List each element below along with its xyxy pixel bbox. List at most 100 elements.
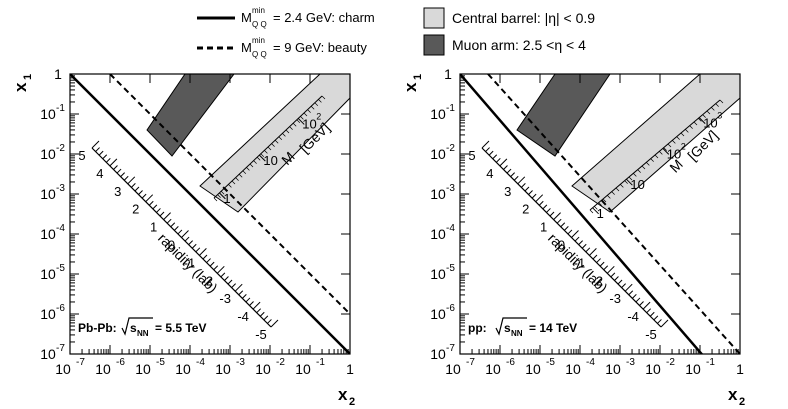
rapidity-minor-tick xyxy=(167,219,171,223)
x-tick-label: 10 xyxy=(525,361,541,377)
rapidity-major-tick xyxy=(500,159,507,166)
y-tick-label: 10 xyxy=(40,346,56,362)
panel-pb-pb: 10 -7 10 -6 10 -5 10 -4 10 -3 10 -2 10 -1 110 -710 -610-… xyxy=(11,66,355,408)
rapidity-tick-label: -4 xyxy=(237,309,249,324)
panel-pp: 10 -7 10 -6 10 -5 10 -4 10 -3 10 -2 10 -1 110 -710 -610-… xyxy=(401,66,745,408)
rapidity-minor-tick xyxy=(174,226,178,230)
rapidity-minor-tick xyxy=(539,201,543,205)
rapidity-minor-tick xyxy=(496,158,500,162)
rapidity-minor-tick xyxy=(149,201,153,205)
rapidity-tick-label: 1 xyxy=(150,220,157,235)
y-tick-label: 10 xyxy=(430,226,446,242)
rapidity-tick-label: -4 xyxy=(627,309,639,324)
rapidity-minor-tick xyxy=(568,230,572,234)
y-tick-label: 10 xyxy=(430,346,446,362)
y-axis-title-sub: 1 xyxy=(412,74,424,80)
rapidity-minor-tick xyxy=(260,312,264,316)
rapidity-minor-tick xyxy=(117,169,121,173)
x-tick-label: 10 xyxy=(55,361,71,377)
y-tick-exponent: -1 xyxy=(446,103,455,114)
rapidity-minor-tick xyxy=(232,284,236,288)
y-tick-exponent: -4 xyxy=(446,223,455,234)
rapidity-minor-tick xyxy=(543,205,547,209)
rapidity-minor-tick xyxy=(489,151,493,155)
energy-label: = 14 TeV xyxy=(529,321,577,335)
rapidity-major-tick xyxy=(643,302,650,309)
rapidity-minor-tick xyxy=(196,248,200,252)
rapidity-minor-tick xyxy=(210,262,214,266)
legend-charm-sup: min xyxy=(252,6,265,15)
y-tick-label: 10 xyxy=(40,226,56,242)
rapidity-tick-label: -5 xyxy=(255,327,267,342)
x-tick-exponent: -3 xyxy=(236,357,245,368)
rapidity-major-tick xyxy=(572,231,579,238)
rapidity-minor-tick xyxy=(189,241,193,245)
rapidity-minor-tick xyxy=(185,237,189,241)
x-tick-exponent: -5 xyxy=(156,357,165,368)
rapidity-minor-tick xyxy=(135,187,139,191)
mass-minor-tick xyxy=(590,210,593,213)
y-tick-exponent: -5 xyxy=(446,263,455,274)
rapidity-minor-tick xyxy=(207,259,211,263)
rapidity-minor-tick xyxy=(521,183,525,187)
rapidity-minor-tick xyxy=(614,276,618,280)
y-tick-exponent: -3 xyxy=(446,183,455,194)
x-tick-label: 10 xyxy=(255,361,271,377)
rapidity-major-tick xyxy=(110,159,117,166)
y-axis-title-sub: 1 xyxy=(22,74,34,80)
rapidity-minor-tick xyxy=(575,237,579,241)
y-tick-label: 10 xyxy=(40,146,56,162)
rapidity-minor-tick xyxy=(96,148,100,152)
muon-arm-band xyxy=(517,74,610,156)
x-tick-exponent: -1 xyxy=(316,357,325,368)
rapidity-major-tick xyxy=(199,248,206,255)
x-tick-label: 10 xyxy=(685,361,701,377)
x-tick-label: 1 xyxy=(346,361,354,377)
rapidity-minor-tick xyxy=(586,248,590,252)
x-tick-exponent: -7 xyxy=(76,357,85,368)
y-tick-label: 10 xyxy=(430,266,446,282)
y-tick-exponent: -5 xyxy=(56,263,65,274)
rapidity-tick-label: 4 xyxy=(96,166,103,181)
legend-beauty-sub: Q Q xyxy=(252,50,267,59)
rapidity-minor-tick xyxy=(153,205,157,209)
rapidity-minor-tick xyxy=(582,244,586,248)
rapidity-minor-tick xyxy=(246,298,250,302)
rapidity-minor-tick xyxy=(557,219,561,223)
rapidity-minor-tick xyxy=(579,241,583,245)
rapidity-tick-label: 1 xyxy=(540,220,547,235)
rapidity-major-tick xyxy=(482,141,489,148)
x-tick-exponent: -2 xyxy=(666,357,675,368)
rapidity-major-tick xyxy=(164,213,171,220)
rapidity-major-tick xyxy=(271,320,278,327)
rapidity-minor-tick xyxy=(103,155,107,159)
x-tick-exponent: -4 xyxy=(586,357,595,368)
x-tick-label: 10 xyxy=(445,361,461,377)
y-tick-label: 10 xyxy=(430,146,446,162)
rapidity-major-tick xyxy=(146,195,153,202)
rapidity-minor-tick xyxy=(178,230,182,234)
system-label: Pb-Pb: xyxy=(78,321,117,335)
rapidity-minor-tick xyxy=(514,176,518,180)
x-tick-exponent: -3 xyxy=(626,357,635,368)
mass-tick-exponent: 3 xyxy=(717,111,722,121)
rapidity-minor-tick xyxy=(264,316,268,320)
rapidity-minor-tick xyxy=(139,191,143,195)
x-axis-title-sub: 2 xyxy=(739,396,745,408)
energy-sub: NN xyxy=(511,329,523,338)
y-tick-exponent: -4 xyxy=(56,223,65,234)
x-tick-label: 10 xyxy=(135,361,151,377)
rapidity-minor-tick xyxy=(239,291,243,295)
x-tick-exponent: -2 xyxy=(276,357,285,368)
x-tick-label: 10 xyxy=(645,361,661,377)
rapidity-minor-tick xyxy=(242,294,246,298)
rapidity-tick-label: 5 xyxy=(78,148,85,163)
y-axis-title: x xyxy=(11,82,30,92)
rapidity-minor-tick xyxy=(171,223,175,227)
rapidity-minor-tick xyxy=(228,280,232,284)
legend-beauty-text: = 9 GeV: beauty xyxy=(273,40,367,55)
legend-beauty-sup: min xyxy=(252,36,265,45)
rapidity-minor-tick xyxy=(113,165,117,169)
rapidity-minor-tick xyxy=(618,280,622,284)
